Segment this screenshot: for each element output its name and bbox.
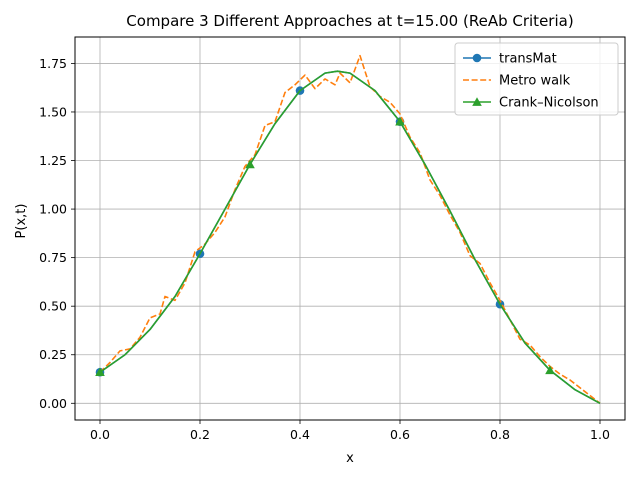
series-marker (395, 116, 405, 126)
y-tick-label: 1.00 (39, 202, 67, 217)
x-tick-label: 1.0 (590, 427, 610, 442)
x-axis-label: x (346, 451, 354, 466)
series-marker (95, 367, 105, 377)
series-1 (99, 54, 601, 404)
legend-marker (472, 97, 482, 106)
y-tick-label: 0.50 (39, 299, 67, 314)
x-tick-label: 0.4 (290, 427, 310, 442)
ticks: 0.0 0.2 0.4 0.6 0.8 1.0 0.00 0.25 0.50 0.75 1.00 1.… (39, 56, 610, 442)
y-tick-label: 0.25 (39, 347, 67, 362)
y-tick-label: 1.75 (39, 56, 67, 71)
x-tick-label: 0.6 (390, 427, 410, 442)
legend-box (454, 42, 619, 116)
plot-frame (74, 36, 626, 421)
series-line (99, 54, 601, 404)
series-layer (95, 54, 601, 405)
chart-title: Compare 3 Different Approaches at t=15.0… (126, 12, 573, 30)
series-marker (545, 365, 555, 375)
series-marker (245, 159, 255, 169)
y-axis-label: P(x,t) (14, 204, 29, 239)
legend-label: transMat (499, 52, 557, 67)
legend-label: Crank–Nicolson (499, 96, 599, 111)
series-line (99, 70, 601, 405)
x-tick-label: 0.8 (490, 427, 510, 442)
legend: transMat Metro walk Crank–Nicolson (454, 42, 619, 116)
x-tick-label: 0.0 (90, 427, 110, 442)
y-tick-label: 1.50 (39, 104, 67, 119)
series-2 (95, 70, 601, 405)
legend-marker (472, 53, 482, 63)
y-tick-label: 0.00 (39, 396, 67, 411)
x-tick-label: 0.2 (190, 427, 210, 442)
y-tick-label: 0.75 (39, 250, 67, 265)
legend-label: Metro walk (499, 74, 571, 89)
y-tick-label: 1.25 (39, 153, 67, 168)
